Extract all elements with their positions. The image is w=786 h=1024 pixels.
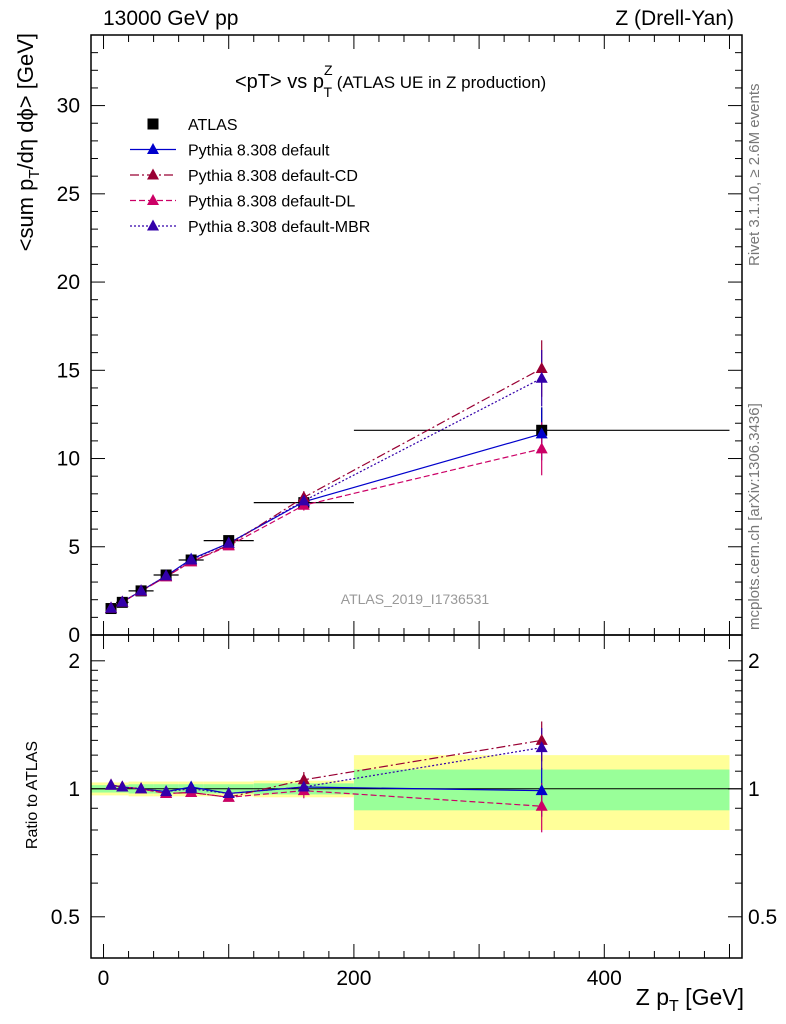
legend-marker xyxy=(147,143,159,154)
ratio-y-tick-label: 0.5 xyxy=(51,906,80,929)
y-axis-label: <sum pT/dη dϕ> [GeV] xyxy=(13,33,43,251)
legend-label: Pythia 8.308 default-CD xyxy=(188,168,358,185)
ratio-y-tick-label: 2 xyxy=(68,650,80,673)
legend-marker xyxy=(147,219,159,231)
ratio-y-axis-label: Ratio to ATLAS xyxy=(24,741,41,849)
ratio-point xyxy=(105,778,118,790)
y-tick-label: 15 xyxy=(57,359,80,382)
analysis-watermark: ATLAS_2019_I1736531 xyxy=(341,591,490,607)
x-tick-label: 0 xyxy=(98,967,110,990)
y-tick-label: 30 xyxy=(57,95,80,118)
mc-point xyxy=(535,371,548,383)
y-tick-label: 20 xyxy=(57,271,80,294)
mc-point xyxy=(535,362,548,374)
ratio-y-tick-label-right: 2 xyxy=(748,650,760,673)
legend-marker xyxy=(147,118,159,130)
legend-marker xyxy=(147,194,159,205)
ratio-point xyxy=(185,782,198,794)
x-tick-label: 400 xyxy=(587,967,622,990)
ratio-point xyxy=(297,780,310,792)
legend-label: Pythia 8.308 default-DL xyxy=(188,194,355,211)
y-tick-label: 0 xyxy=(68,624,80,647)
ratio-point xyxy=(535,741,548,753)
series-pythia-8-308-default-dl xyxy=(110,422,543,609)
legend-marker xyxy=(147,168,159,180)
ratio-point xyxy=(535,799,548,811)
mc-point xyxy=(185,553,198,565)
series-pythia-8-308-default xyxy=(110,407,543,609)
ratio-point xyxy=(297,773,310,785)
energy-label: 13000 GeV pp xyxy=(103,7,239,30)
ratio-plot-frame xyxy=(90,634,743,959)
y-tick-label: 10 xyxy=(57,448,80,471)
ratio-y-tick-label-right: 0.5 xyxy=(748,906,777,929)
ratio-point xyxy=(535,784,548,796)
ratio-series-line xyxy=(110,747,542,795)
mc-point xyxy=(160,569,173,581)
mc-point xyxy=(105,601,118,613)
x-axis-label: Z pT [GeV] xyxy=(636,984,744,1015)
y-tick-label: 5 xyxy=(68,536,80,559)
series-line xyxy=(110,448,542,609)
mc-point xyxy=(135,584,148,596)
ratio-point xyxy=(160,785,173,797)
mc-point xyxy=(297,494,310,506)
legend-label: Pythia 8.308 default-MBR xyxy=(188,219,370,236)
mc-point xyxy=(535,442,548,454)
chart-title: <pT> vs pZ T (ATLAS UE in Z production) xyxy=(235,62,546,100)
ratio-point xyxy=(116,780,129,792)
series-line xyxy=(110,377,542,609)
legend-label: ATLAS xyxy=(188,117,238,134)
ratio-point xyxy=(535,733,548,745)
mc-point xyxy=(222,536,235,548)
y-tick-label: 25 xyxy=(57,183,80,206)
ratio-point xyxy=(135,782,148,794)
x-tick-label: 200 xyxy=(336,967,371,990)
mc-point xyxy=(116,595,129,607)
series-line xyxy=(110,368,542,609)
process-label: Z (Drell-Yan) xyxy=(615,7,734,30)
legend-label: Pythia 8.308 default xyxy=(188,143,330,160)
mc-point xyxy=(535,427,548,439)
ratio-y-tick-label: 1 xyxy=(68,778,80,801)
ratio-point xyxy=(222,786,235,798)
ratio-y-tick-label-right: 1 xyxy=(748,778,760,801)
series-pythia-8-308-default-cd xyxy=(110,340,543,609)
series-atlas xyxy=(106,407,730,610)
series-line xyxy=(110,433,542,609)
